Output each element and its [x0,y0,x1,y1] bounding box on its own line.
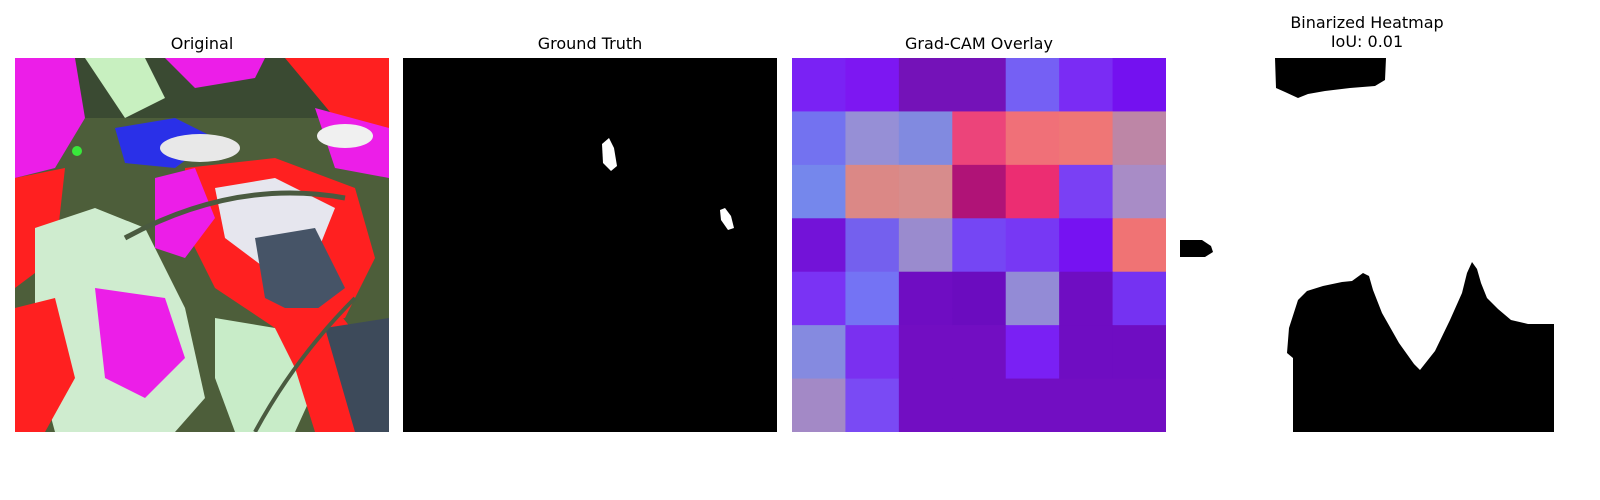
gradcam-heatmap-grid [792,58,1166,432]
panel-original: Original [15,0,389,440]
heatmap-cell-r5-c0 [792,325,847,380]
heatmap-cell-r1-c0 [792,111,847,166]
heatmap-cell-r4-c1 [845,271,900,326]
heatmap-cell-r6-c5 [1059,378,1114,432]
heatmap-cell-r1-c3 [952,111,1007,166]
ground-truth-mask [403,58,777,432]
panel-title-binarized-heatmap: Binarized Heatmap IoU: 0.01 [1180,13,1554,51]
heatmap-cell-r4-c5 [1059,271,1114,326]
heatmap-cell-r1-c2 [898,111,953,166]
panel-gradcam-overlay: Grad-CAM Overlay [792,0,1166,440]
panel-title-original: Original [170,34,234,53]
binarized-heatmap-mask [1180,58,1554,432]
heatmap-cell-r4-c3 [952,271,1007,326]
panel-title-gradcam-overlay: Grad-CAM Overlay [905,34,1053,53]
heatmap-cell-r2-c4 [1005,164,1060,219]
heatmap-cell-r5-c4 [1005,325,1060,380]
heatmap-cell-r3-c6 [1112,218,1166,273]
heatmap-cell-r4-c4 [1005,271,1060,326]
heatmap-cell-r6-c0 [792,378,847,432]
heatmap-cell-r5-c2 [898,325,953,380]
heatmap-cell-r2-c6 [1112,164,1166,219]
heatmap-cell-r3-c5 [1059,218,1114,273]
heatmap-cell-r4-c0 [792,271,847,326]
heatmap-cell-r3-c2 [898,218,953,273]
panel-ground-truth: Ground Truth [403,0,777,440]
heatmap-cell-r2-c2 [898,164,953,219]
heatmap-cell-r0-c0 [792,58,847,113]
panel-title-ground-truth: Ground Truth [537,34,643,53]
heatmap-cell-r2-c0 [792,164,847,219]
heatmap-cell-r3-c3 [952,218,1007,273]
heatmap-cell-r1-c6 [1112,111,1166,166]
heatmap-cell-r0-c1 [845,58,900,113]
gradcam-overlay-frame [792,58,1166,432]
heatmap-cell-r0-c2 [898,58,953,113]
heatmap-cell-r1-c4 [1005,111,1060,166]
heatmap-cell-r3-c0 [792,218,847,273]
heatmap-cell-r6-c4 [1005,378,1060,432]
heatmap-cell-r0-c3 [952,58,1007,113]
heatmap-cell-r2-c5 [1059,164,1114,219]
heatmap-cell-r0-c6 [1112,58,1166,113]
heatmap-cell-r5-c1 [845,325,900,380]
ground-truth-mask-frame [403,58,777,432]
heatmap-cell-r5-c5 [1059,325,1114,380]
heatmap-cell-r5-c3 [952,325,1007,380]
heatmap-cell-r6-c1 [845,378,900,432]
heatmap-cell-r0-c4 [1005,58,1060,113]
heatmap-cell-r4-c6 [1112,271,1166,326]
original-image [15,58,389,432]
heatmap-cell-r6-c6 [1112,378,1166,432]
heatmap-cell-r4-c2 [898,271,953,326]
heatmap-cell-r1-c1 [845,111,900,166]
heatmap-cell-r2-c1 [845,164,900,219]
binarized-heatmap-title: Binarized Heatmap [1290,13,1444,32]
heatmap-cell-r0-c5 [1059,58,1114,113]
heatmap-cell-r5-c6 [1112,325,1166,380]
heatmap-cell-r3-c4 [1005,218,1060,273]
heatmap-cell-r6-c2 [898,378,953,432]
panel-binarized-heatmap: Binarized Heatmap IoU: 0.01 [1180,0,1554,440]
heatmap-cell-r3-c1 [845,218,900,273]
iou-score-label: IoU: 0.01 [1330,32,1404,51]
heatmap-cell-r2-c3 [952,164,1007,219]
heatmap-cell-r6-c3 [952,378,1007,432]
heatmap-cell-r1-c5 [1059,111,1114,166]
binarized-heatmap-frame [1180,58,1554,432]
original-image-frame [15,58,389,432]
